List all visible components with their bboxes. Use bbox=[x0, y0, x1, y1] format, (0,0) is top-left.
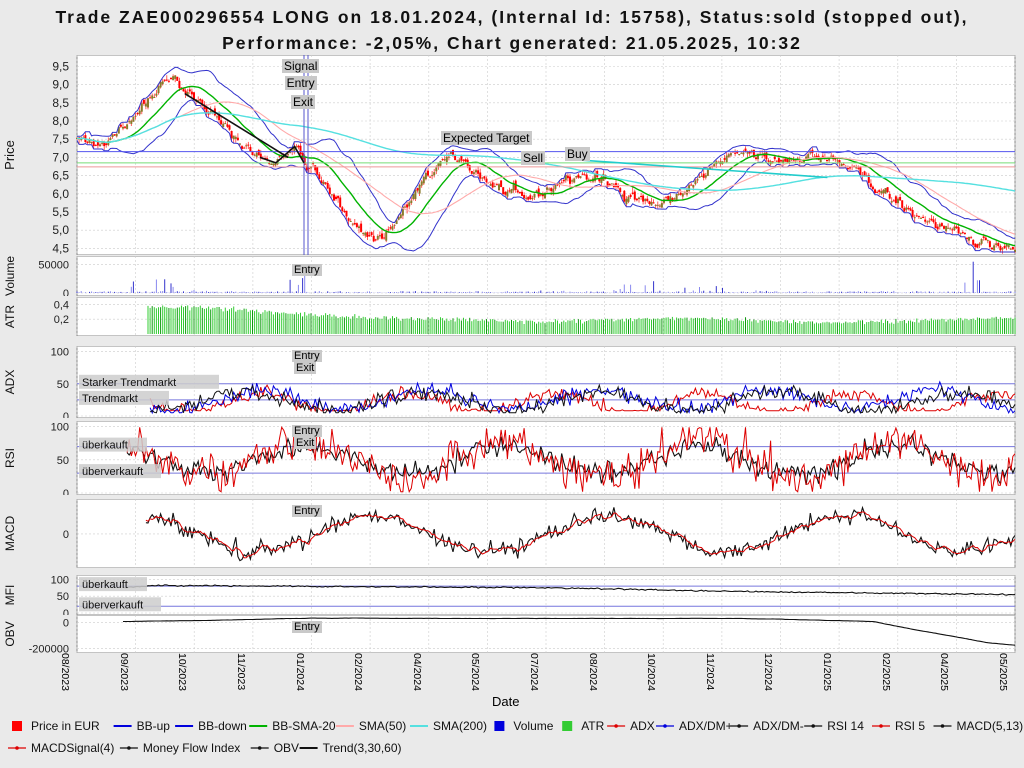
svg-text:BB-down: BB-down bbox=[198, 719, 247, 733]
svg-text:RSI: RSI bbox=[3, 448, 17, 468]
svg-text:9,5: 9,5 bbox=[52, 60, 69, 74]
svg-text:ADX/DM-: ADX/DM- bbox=[753, 719, 804, 733]
svg-text:100: 100 bbox=[51, 347, 69, 359]
svg-text:Trend(3,30,60): Trend(3,30,60) bbox=[323, 741, 402, 755]
svg-text:überkauft: überkauft bbox=[82, 579, 128, 591]
svg-text:MACD: MACD bbox=[3, 516, 17, 552]
svg-text:100: 100 bbox=[51, 422, 69, 434]
svg-text:überverkauft: überverkauft bbox=[82, 466, 143, 478]
svg-text:0,2: 0,2 bbox=[54, 314, 69, 326]
svg-text:ADX/DM+: ADX/DM+ bbox=[679, 719, 733, 733]
svg-text:überverkauft: überverkauft bbox=[82, 599, 143, 611]
svg-text:50: 50 bbox=[57, 379, 69, 391]
svg-text:9,0: 9,0 bbox=[52, 78, 69, 92]
svg-text:8,0: 8,0 bbox=[52, 114, 69, 128]
svg-text:0: 0 bbox=[63, 608, 69, 615]
svg-text:MACDSignal(4): MACDSignal(4) bbox=[31, 741, 114, 755]
svg-text:Trendmarkt: Trendmarkt bbox=[82, 393, 138, 405]
svg-text:BB-up: BB-up bbox=[137, 719, 171, 733]
svg-text:ATR: ATR bbox=[581, 719, 604, 733]
svg-text:MACD(5,13): MACD(5,13) bbox=[957, 719, 1024, 733]
svg-text:Starker Trendmarkt: Starker Trendmarkt bbox=[82, 377, 176, 389]
svg-text:MFI: MFI bbox=[3, 585, 17, 606]
svg-text:0: 0 bbox=[63, 411, 69, 418]
svg-text:7,0: 7,0 bbox=[52, 150, 69, 164]
svg-text:50: 50 bbox=[57, 455, 69, 467]
svg-text:0: 0 bbox=[63, 488, 69, 495]
svg-text:Volume: Volume bbox=[513, 719, 553, 733]
svg-text:-200000: -200000 bbox=[29, 643, 69, 653]
svg-text:Money Flow Index: Money Flow Index bbox=[143, 741, 240, 755]
svg-text:ADX: ADX bbox=[3, 370, 17, 395]
svg-text:BB-SMA-20: BB-SMA-20 bbox=[272, 719, 336, 733]
svg-text:8,5: 8,5 bbox=[52, 96, 69, 110]
svg-text:5,0: 5,0 bbox=[52, 223, 69, 237]
svg-text:50: 50 bbox=[57, 591, 69, 603]
svg-text:4,5: 4,5 bbox=[52, 241, 69, 255]
svg-text:OBV: OBV bbox=[274, 741, 299, 755]
svg-text:Price: Price bbox=[2, 140, 17, 170]
svg-text:7,5: 7,5 bbox=[52, 132, 69, 146]
svg-text:5,5: 5,5 bbox=[52, 205, 69, 219]
svg-text:6,0: 6,0 bbox=[52, 187, 69, 201]
svg-text:SMA(50): SMA(50) bbox=[359, 719, 406, 733]
svg-text:überkauft: überkauft bbox=[82, 440, 128, 452]
svg-text:ATR: ATR bbox=[3, 305, 17, 328]
svg-text:RSI 5: RSI 5 bbox=[895, 719, 925, 733]
svg-text:0: 0 bbox=[63, 529, 69, 541]
svg-text:0,4: 0,4 bbox=[54, 299, 69, 311]
svg-text:100: 100 bbox=[51, 575, 69, 586]
svg-text:ADX: ADX bbox=[630, 719, 655, 733]
svg-text:RSI 14: RSI 14 bbox=[827, 719, 864, 733]
svg-text:Price in EUR: Price in EUR bbox=[31, 719, 100, 733]
svg-text:50000: 50000 bbox=[38, 260, 69, 272]
svg-text:Volume: Volume bbox=[3, 256, 17, 296]
svg-text:0: 0 bbox=[63, 618, 69, 630]
svg-text:6,5: 6,5 bbox=[52, 169, 69, 183]
svg-text:SMA(200): SMA(200) bbox=[433, 719, 487, 733]
svg-text:0: 0 bbox=[63, 288, 69, 296]
svg-text:OBV: OBV bbox=[3, 621, 17, 646]
